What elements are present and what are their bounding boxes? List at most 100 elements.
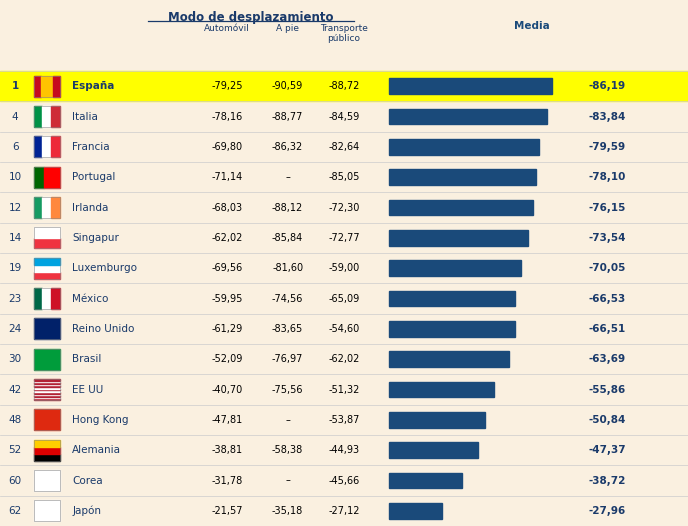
Bar: [34, 470, 60, 491]
Text: -69,80: -69,80: [211, 142, 243, 152]
Text: -58,38: -58,38: [272, 445, 303, 455]
Text: Transporte
público: Transporte público: [320, 24, 368, 43]
Bar: [51, 136, 60, 157]
Text: Media: Media: [514, 21, 549, 31]
Text: 24: 24: [8, 324, 22, 334]
Bar: [34, 197, 43, 218]
Bar: [34, 76, 60, 97]
Text: Automóvil: Automóvil: [204, 24, 250, 33]
Text: -63,69: -63,69: [588, 354, 625, 364]
Text: -86,32: -86,32: [272, 142, 303, 152]
Text: Hong Kong: Hong Kong: [72, 415, 129, 425]
Text: -76,15: -76,15: [588, 203, 625, 213]
Text: –: –: [285, 415, 290, 425]
Bar: [389, 230, 528, 246]
Bar: [34, 379, 60, 380]
Text: -86,19: -86,19: [588, 81, 625, 91]
Bar: [389, 291, 515, 306]
Text: -79,59: -79,59: [588, 142, 625, 152]
Text: -54,60: -54,60: [328, 324, 360, 334]
Bar: [34, 258, 60, 265]
Text: -70,05: -70,05: [588, 263, 625, 273]
Text: -50,84: -50,84: [588, 415, 625, 425]
Bar: [34, 387, 60, 389]
Text: –: –: [285, 476, 290, 485]
Text: EE UU: EE UU: [72, 385, 103, 394]
Text: -59,00: -59,00: [328, 263, 360, 273]
Bar: [34, 440, 60, 447]
Bar: [34, 106, 60, 127]
Text: -27,12: -27,12: [328, 506, 360, 516]
Bar: [41, 76, 52, 97]
Bar: [52, 76, 60, 97]
Bar: [34, 470, 60, 491]
Text: -78,10: -78,10: [588, 172, 625, 182]
Text: Luxemburgo: Luxemburgo: [72, 263, 137, 273]
Text: -53,87: -53,87: [328, 415, 360, 425]
Text: -69,56: -69,56: [211, 263, 243, 273]
Bar: [51, 288, 60, 309]
Text: -45,66: -45,66: [328, 476, 360, 485]
Text: -27,96: -27,96: [588, 506, 625, 516]
Bar: [389, 442, 478, 458]
Bar: [51, 106, 60, 127]
Bar: [51, 197, 60, 218]
Bar: [34, 397, 60, 399]
Text: -75,56: -75,56: [272, 385, 303, 394]
Text: -40,70: -40,70: [211, 385, 243, 394]
Bar: [34, 227, 60, 248]
Bar: [34, 318, 60, 339]
Text: -51,32: -51,32: [328, 385, 360, 394]
Text: -66,51: -66,51: [588, 324, 625, 334]
Text: 6: 6: [12, 142, 19, 152]
Text: Corea: Corea: [72, 476, 103, 485]
Bar: [34, 197, 60, 218]
Bar: [34, 380, 60, 382]
Bar: [389, 169, 537, 185]
Text: Alemania: Alemania: [72, 445, 121, 455]
Bar: [34, 393, 60, 395]
Bar: [389, 382, 495, 397]
Bar: [34, 136, 43, 157]
Text: -81,60: -81,60: [272, 263, 303, 273]
Text: España: España: [72, 81, 115, 91]
Text: -88,12: -88,12: [272, 203, 303, 213]
Text: -61,29: -61,29: [211, 324, 243, 334]
Text: -88,77: -88,77: [272, 112, 303, 122]
Bar: [34, 288, 43, 309]
Text: -65,09: -65,09: [328, 294, 360, 304]
Text: -72,30: -72,30: [328, 203, 360, 213]
Bar: [34, 409, 60, 430]
Text: -78,16: -78,16: [211, 112, 243, 122]
Text: -52,09: -52,09: [211, 354, 243, 364]
Text: -85,05: -85,05: [328, 172, 360, 182]
Bar: [34, 500, 60, 521]
Bar: [34, 447, 60, 454]
Bar: [43, 106, 51, 127]
Text: 42: 42: [8, 385, 22, 394]
Bar: [34, 379, 60, 400]
Text: -44,93: -44,93: [328, 445, 360, 455]
Bar: [43, 136, 51, 157]
Bar: [34, 390, 60, 392]
Text: -79,25: -79,25: [211, 81, 243, 91]
Bar: [34, 136, 60, 157]
Text: 30: 30: [8, 354, 22, 364]
Text: Japón: Japón: [72, 505, 101, 516]
Bar: [389, 321, 515, 337]
Bar: [34, 272, 60, 279]
Bar: [34, 258, 60, 279]
Text: Singapur: Singapur: [72, 233, 119, 243]
Bar: [34, 382, 60, 384]
Text: Brasil: Brasil: [72, 354, 102, 364]
Text: -90,59: -90,59: [272, 81, 303, 91]
Text: -21,57: -21,57: [211, 506, 243, 516]
Text: -31,78: -31,78: [211, 476, 243, 485]
Text: -38,72: -38,72: [588, 476, 625, 485]
Text: -83,65: -83,65: [272, 324, 303, 334]
Bar: [34, 288, 60, 309]
Text: -83,84: -83,84: [588, 112, 625, 122]
Bar: [43, 288, 51, 309]
Bar: [389, 412, 485, 428]
Bar: [34, 76, 41, 97]
